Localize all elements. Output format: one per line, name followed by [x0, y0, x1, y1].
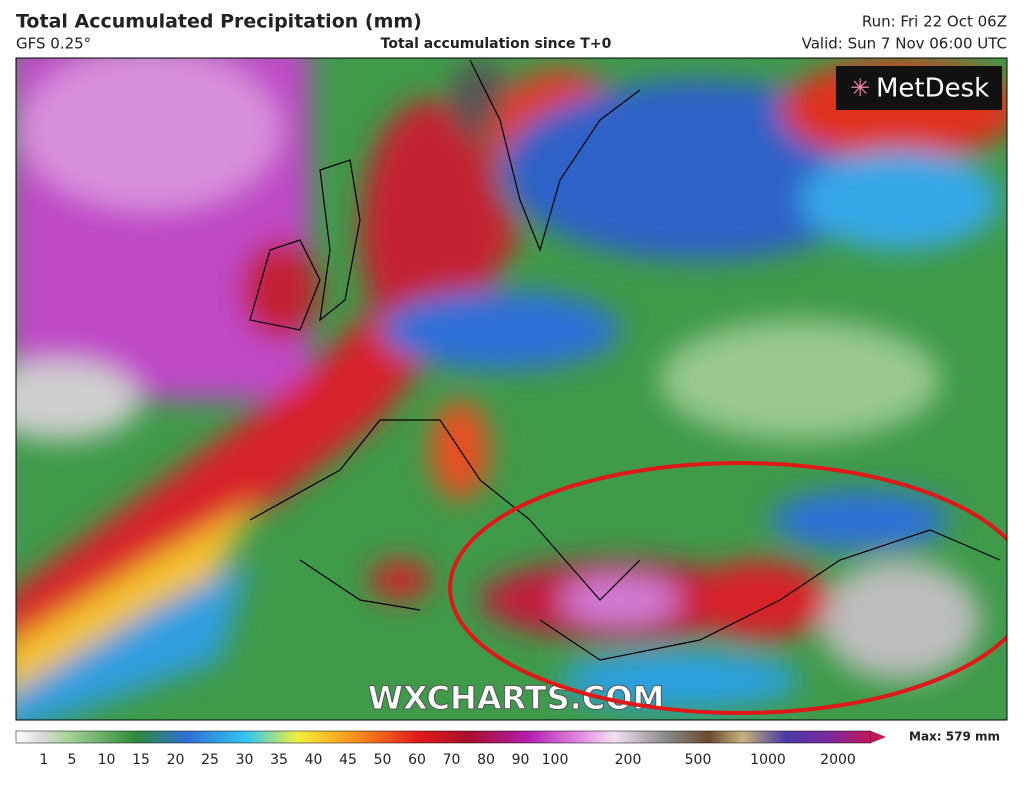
colorbar-label: 1 — [40, 752, 49, 768]
colorbar-label: 50 — [374, 752, 392, 768]
colorbar — [15, 730, 872, 744]
model: GFS 0.25° — [16, 35, 91, 53]
colorbar-label: 60 — [408, 752, 426, 768]
colorbar-arrow — [871, 731, 886, 743]
colorbar-label: 500 — [685, 752, 712, 768]
colorbar-label: 100 — [542, 752, 569, 768]
valid: Valid: Sun 7 Nov 06:00 UTC — [802, 35, 1007, 53]
colorbar-label: 45 — [339, 752, 357, 768]
coastlines — [249, 59, 1001, 661]
title: Total Accumulated Precipitation (mm) — [16, 11, 422, 33]
map: MetDesk ✳ WXCHARTS.COM — [16, 58, 1007, 720]
colorbar-label: 80 — [477, 752, 495, 768]
colorbar-label: 35 — [270, 752, 288, 768]
colorbar-label: 70 — [443, 752, 461, 768]
max-label: Max: 579 mm — [909, 730, 1000, 744]
colorbar-label: 15 — [132, 752, 150, 768]
colorbar-label: 2000 — [820, 752, 856, 768]
colorbar-label: 5 — [68, 752, 77, 768]
colorbar-label: 1000 — [750, 752, 786, 768]
colorbar-label: 20 — [167, 752, 185, 768]
watermark: WXCHARTS.COM — [368, 679, 665, 717]
colorbar-label: 90 — [512, 752, 530, 768]
logo: MetDesk — [876, 74, 989, 104]
logo-box — [836, 66, 1002, 110]
map-frame — [15, 57, 1008, 721]
colorbar-label: 30 — [236, 752, 254, 768]
logo-icon: ✳ — [850, 74, 870, 102]
colorbar-label: 25 — [201, 752, 219, 768]
colorbar-label: 40 — [305, 752, 323, 768]
highlight-ellipse — [448, 461, 1007, 715]
colorbar-label: 200 — [615, 752, 642, 768]
colorbar-label: 10 — [98, 752, 116, 768]
run: Run: Fri 22 Oct 06Z — [862, 13, 1007, 31]
subtitle: Total accumulation since T+0 — [381, 36, 612, 52]
colorbar-labels: 1 5 10 15 20 25 30 35 40 45 50 60 70 80 90 100 200 500 100… — [40, 752, 856, 768]
